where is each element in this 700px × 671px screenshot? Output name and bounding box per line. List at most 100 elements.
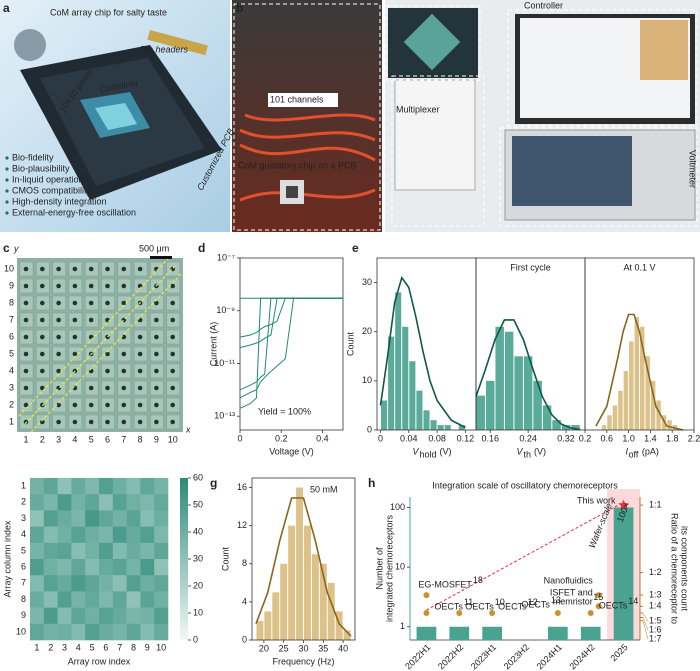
heat-cell xyxy=(112,575,127,592)
x-axis-label-sub: off xyxy=(629,449,639,459)
pixel-well xyxy=(40,317,45,323)
histogram-bar xyxy=(629,341,634,430)
pixel-well xyxy=(40,300,45,306)
x-tick-label: 1 xyxy=(34,642,39,652)
x-tick-label: 2022H2 xyxy=(436,642,465,671)
fit-curve xyxy=(595,313,684,431)
x-tick-label: 0.4 xyxy=(316,433,329,443)
histogram-bar xyxy=(381,400,388,430)
point-ref: 13 xyxy=(551,595,561,605)
histogram-bar xyxy=(667,420,672,430)
point-label: Nanofluidics xyxy=(544,575,594,585)
y-tick-label: 6 xyxy=(9,331,14,341)
x-tick-label: 9 xyxy=(145,642,150,652)
pixel-well xyxy=(121,368,127,374)
heat-cell xyxy=(57,591,72,608)
heat-cell xyxy=(57,623,72,641)
heat-cell xyxy=(43,623,58,641)
histogram-bar xyxy=(504,331,514,430)
y-tick-label: 10⁻¹¹ xyxy=(214,358,235,368)
x-axis-label: Array row index xyxy=(68,656,131,666)
heat-cell xyxy=(57,526,72,544)
histogram-bar xyxy=(343,630,351,640)
x-tick-label: 2024H2 xyxy=(567,642,596,671)
x-tick-label: 30 xyxy=(298,643,308,653)
y2-tick-label: 1:4 xyxy=(649,601,662,611)
heat-cell xyxy=(30,559,45,576)
pixel-well xyxy=(72,402,78,408)
y-tick-label: 10⁻⁹ xyxy=(216,305,235,315)
pixel-well xyxy=(72,334,78,340)
histogram-bar xyxy=(571,425,580,430)
histogram-bar xyxy=(476,395,485,430)
x-tick-label: 4 xyxy=(76,642,81,652)
bullet: High-density integration xyxy=(12,196,107,206)
x-tick-label: 2.2 xyxy=(688,433,700,443)
x-tick-label: 0.6 xyxy=(601,433,614,443)
point-label: ISFET and xyxy=(550,588,593,598)
colorbar-label: 20 xyxy=(193,580,203,590)
pixel-well xyxy=(137,402,143,408)
y2-tick-label: 1:7 xyxy=(649,633,662,643)
heat-cell xyxy=(112,559,127,576)
y-axis-label: Array column index xyxy=(2,520,12,598)
pixel-well xyxy=(105,266,110,272)
y-tick-label: 7 xyxy=(9,314,14,324)
pixel-well xyxy=(121,351,127,357)
histogram-bar xyxy=(430,420,437,430)
x-tick-label: 0.24 xyxy=(519,433,537,443)
chart-title: First cycle xyxy=(510,262,551,272)
leader xyxy=(642,620,649,640)
annotation: Yield = 100% xyxy=(258,406,311,416)
pixel-well xyxy=(170,351,175,357)
pixel-well xyxy=(23,334,29,340)
pixel-well xyxy=(170,402,175,408)
histogram-bar xyxy=(256,620,264,640)
y2-tick-label: 1:2 xyxy=(649,567,662,577)
x-tick-label: 5 xyxy=(90,642,95,652)
bullet-dot xyxy=(5,189,9,193)
bullet: In-liquid operation xyxy=(12,174,84,184)
bullet-dot xyxy=(5,156,9,160)
y-axis-label: Count xyxy=(345,332,355,357)
pixel-well xyxy=(40,283,45,289)
point-label: EG-MOSFET xyxy=(418,579,472,589)
panel-a-photo xyxy=(0,0,230,232)
heat-cell xyxy=(154,559,169,576)
histogram-bar xyxy=(280,563,288,640)
iv-curve xyxy=(239,297,343,399)
histogram-bar xyxy=(533,380,542,430)
x-tick-label: 7 xyxy=(121,434,126,444)
heat-cell xyxy=(112,494,127,511)
y-tick-label: 20 xyxy=(362,326,372,336)
pixel-well xyxy=(105,351,110,357)
panel-label: e xyxy=(352,241,359,255)
y-tick-label: 5 xyxy=(9,348,14,358)
histogram-bar xyxy=(656,400,661,430)
pixel-well xyxy=(137,334,143,340)
x-axis-label: Frequency (Hz) xyxy=(272,656,334,666)
histogram-bar xyxy=(612,405,618,430)
heat-cell xyxy=(112,478,127,495)
pixel-well xyxy=(88,300,94,306)
y-tick-label: 0 xyxy=(242,634,247,644)
heat-cell xyxy=(30,478,45,495)
heat-cell xyxy=(30,623,45,641)
heat-cell xyxy=(85,575,100,592)
fit-curve xyxy=(255,497,352,637)
x-tick-label: 0.12 xyxy=(457,433,475,443)
histogram-bar xyxy=(640,326,645,430)
y-tick-label: 10 xyxy=(362,375,372,385)
heat-cell xyxy=(99,542,114,560)
axis-name: y xyxy=(13,243,19,253)
annotation: 50 mM xyxy=(310,484,338,494)
pixel-well xyxy=(170,385,175,391)
x-axis-label-unit: (V) xyxy=(440,446,452,456)
heat-cell xyxy=(126,623,141,641)
pixel-well xyxy=(154,368,159,374)
x-tick-label: 2 xyxy=(40,434,45,444)
bar xyxy=(580,626,601,640)
heat-cell xyxy=(112,510,127,527)
colorbar-label: 0 xyxy=(193,634,198,644)
